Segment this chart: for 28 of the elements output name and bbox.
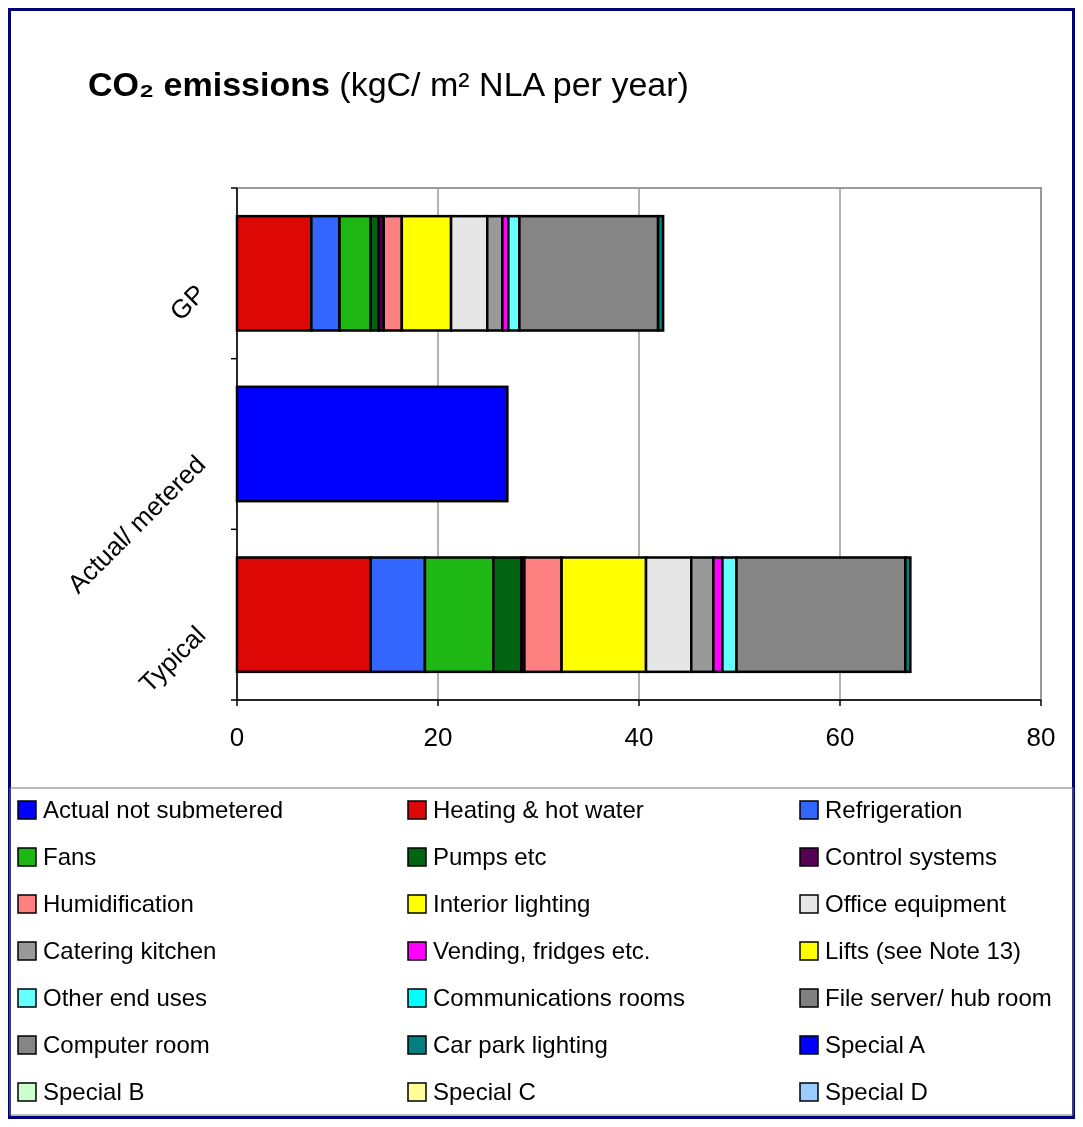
legend-label: File server/ hub room: [825, 984, 1052, 1011]
legend-label: Control systems: [825, 843, 998, 870]
legend-label: Refrigeration: [825, 796, 963, 823]
legend-label: Fans: [43, 843, 97, 870]
x-tick-label: 40: [624, 722, 654, 752]
y-tick-label: GP: [163, 278, 212, 327]
legend-label: Actual not submetered: [43, 796, 284, 823]
legend-label: Special A: [825, 1031, 926, 1058]
legend-label: Special D: [825, 1078, 928, 1105]
legend-label: Car park lighting: [433, 1031, 608, 1058]
legend-label: Office equipment: [825, 890, 1007, 917]
chart-title: CO₂ emissions (kgC/ m² NLA per year): [88, 65, 689, 103]
legend-label: Computer room: [43, 1031, 210, 1058]
legend-label: Humidification: [43, 890, 194, 917]
legend-label: Other end uses: [43, 984, 208, 1011]
legend-label: Heating & hot water: [433, 796, 644, 823]
x-tick-label: 80: [1026, 722, 1056, 752]
x-tick-label: 60: [825, 722, 855, 752]
legend-label: Pumps etc: [433, 843, 547, 870]
legend-label: Special C: [433, 1078, 536, 1105]
legend-label: Communications rooms: [433, 984, 686, 1011]
legend-label: Catering kitchen: [43, 937, 217, 964]
legend-label: Vending, fridges etc.: [433, 937, 651, 964]
legend-label: Lifts (see Note 13): [825, 937, 1022, 964]
legend-label: Interior lighting: [433, 890, 591, 917]
legend-label: Special B: [43, 1078, 145, 1105]
x-tick-label: 0: [229, 722, 245, 752]
x-tick-label: 20: [423, 722, 453, 752]
